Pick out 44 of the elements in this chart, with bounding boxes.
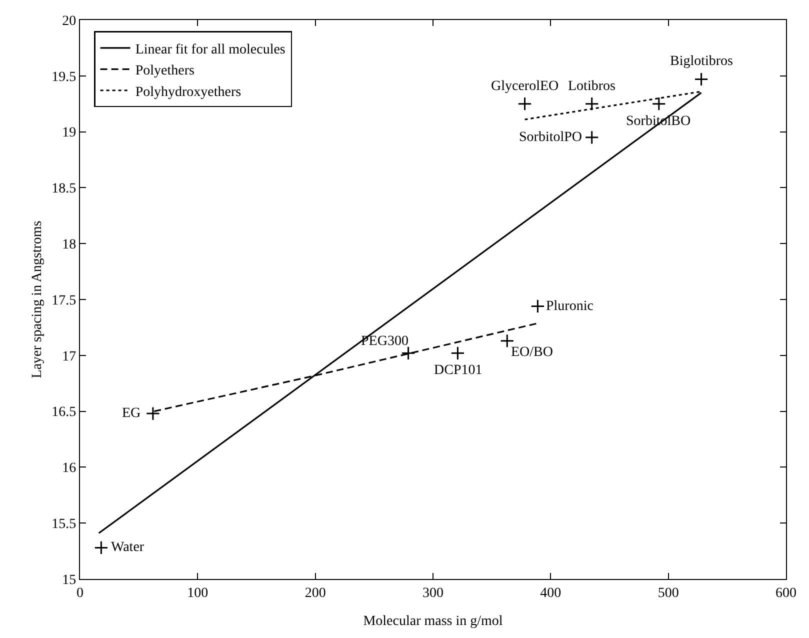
annotation: GlycerolEO [491,79,559,94]
y-tick-label: 15.5 [52,517,76,532]
point [530,299,545,314]
legend-label: Linear fit for all molecules [135,42,286,58]
y-axis-title: Layer spacing in Angstroms [30,220,46,378]
x-axis-title: Molecular mass in g/mol [363,614,503,630]
y-tick-label: 15 [62,572,76,588]
y-tick-label: 16 [62,461,76,476]
x-tick-label: 300 [422,586,444,601]
legend-label: Polyethers [135,64,194,79]
legend-label: Polyhydroxyethers [135,84,242,100]
annotation: Water [111,540,144,555]
y-tick-label: 20 [62,14,76,29]
x-tick-label: 100 [187,586,208,601]
point [401,346,416,360]
x-tick-label: 200 [304,586,326,601]
point [584,96,599,111]
annotation: Lotibros [568,79,616,94]
point [518,96,532,111]
point [694,72,708,86]
x-tick-label: 400 [540,586,562,601]
y-tick-label: 16.5 [52,405,76,420]
point [450,346,465,360]
point [500,334,514,348]
y-tick-label: 19 [62,126,76,141]
annotation: EG [122,406,141,421]
y-tick-label: 18 [62,238,76,252]
annotation: SorbitolPO [519,130,582,145]
point [146,406,160,421]
point [94,540,108,555]
y-tick-label: 18.5 [52,182,76,197]
x-tick-label: 600 [776,586,796,601]
x-tick-label: 500 [658,586,679,601]
y-tick-label: 17.5 [52,293,76,308]
x-tick-label: 0 [76,586,84,601]
point [652,96,666,111]
annotation: DCP101 [434,363,482,378]
point [584,130,599,144]
annotation: EO/BO [511,345,553,360]
annotation: PEG300 [361,334,408,349]
annotation: Biglotibros [670,54,734,69]
y-tick-label: 17 [62,349,76,364]
y-tick-label: 19.5 [52,70,76,85]
annotation: Pluronic [546,299,594,314]
